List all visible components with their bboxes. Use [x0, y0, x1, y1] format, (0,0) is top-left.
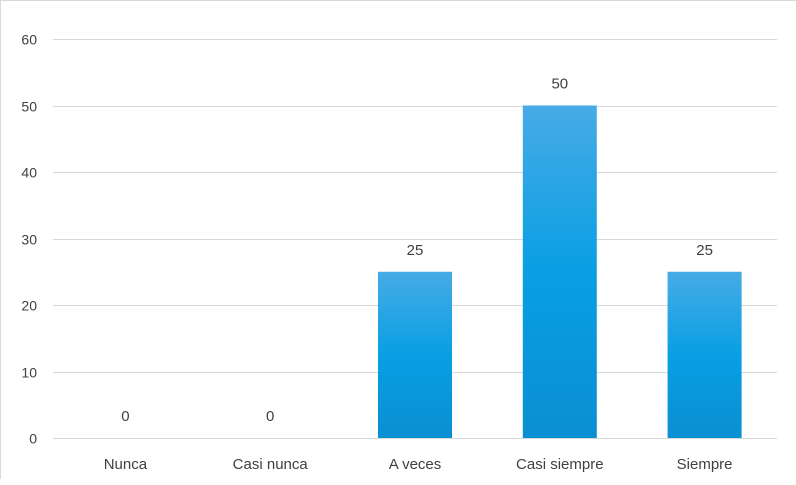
- data-label: 0: [266, 408, 274, 425]
- x-tick-label: Casi nunca: [233, 456, 309, 473]
- y-tick-label: 60: [21, 32, 37, 48]
- x-tick-label: Nunca: [104, 456, 148, 473]
- data-label: 25: [407, 242, 424, 259]
- data-label: 25: [696, 242, 713, 259]
- y-tick-label: 40: [21, 165, 37, 181]
- x-axis-ticks: Nunca Casi nunca A veces Casi siempre Siempr…: [104, 456, 733, 473]
- bars: [378, 105, 742, 438]
- y-tick-label: 10: [21, 365, 37, 381]
- x-tick-label: Casi siempre: [516, 456, 604, 473]
- y-tick-label: 0: [29, 431, 37, 447]
- y-axis-ticks: 0 10 20 30 40 50 60: [21, 32, 37, 447]
- y-tick-label: 50: [21, 99, 37, 115]
- bar-siempre: [667, 271, 742, 438]
- data-label: 0: [121, 408, 129, 425]
- bar-a-veces: [378, 271, 452, 438]
- bar-casi-siempre: [522, 105, 597, 438]
- x-tick-label: A veces: [389, 456, 442, 473]
- data-label: 50: [551, 76, 568, 93]
- y-tick-label: 30: [21, 232, 37, 248]
- y-tick-label: 20: [21, 298, 37, 314]
- x-tick-label: Siempre: [677, 456, 733, 473]
- data-labels: 0 0 25 50 25: [121, 76, 713, 426]
